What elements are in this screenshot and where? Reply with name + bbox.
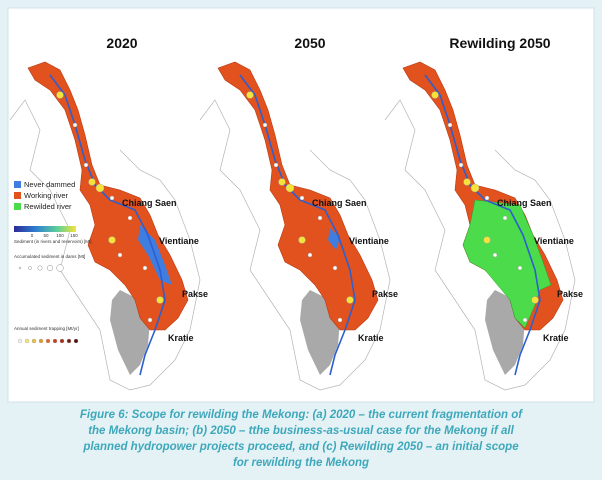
dam-marker xyxy=(246,91,254,99)
map-panel: Chiang Saen Vientiane Pakse Kratie xyxy=(384,61,583,391)
working-river-region xyxy=(27,61,189,331)
panel-title: 2020 xyxy=(106,35,137,51)
legend-swatch xyxy=(14,203,21,210)
sediment-tick: 100 xyxy=(56,233,64,238)
map-panel: Chiang Saen Vientiane Pakse Kratie xyxy=(199,61,398,391)
city-label: Pakse xyxy=(372,289,398,299)
dam-marker xyxy=(307,252,313,258)
dam-marker xyxy=(56,91,64,99)
trapping-dot xyxy=(24,338,30,344)
city-label: Vientiane xyxy=(349,236,389,246)
city-label: Pakse xyxy=(182,289,208,299)
city-marker xyxy=(285,183,295,193)
dam-marker xyxy=(431,91,439,99)
sediment-colorbar xyxy=(14,226,76,232)
trapping-dot xyxy=(66,338,72,344)
dam-marker xyxy=(483,236,491,244)
sediment-label: Sediment (in rivers and reservoirs) [Mt] xyxy=(14,239,92,244)
city-label: Vientiane xyxy=(534,236,574,246)
dam-marker xyxy=(346,296,354,304)
dam-marker xyxy=(299,195,305,201)
legend-label: Working river xyxy=(24,191,69,200)
country-border xyxy=(384,99,576,391)
dam-marker xyxy=(156,296,164,304)
dam-marker xyxy=(317,215,323,221)
dam-marker xyxy=(517,265,523,271)
city-label: Kratie xyxy=(168,333,194,343)
accumulated-dot xyxy=(47,265,54,272)
working-river-region xyxy=(217,61,379,331)
dam-marker xyxy=(273,162,279,168)
legend-label: Rewilded river xyxy=(24,202,72,211)
country-border xyxy=(9,99,201,391)
dam-marker xyxy=(72,122,78,128)
dam-marker xyxy=(463,178,471,186)
trapping-dot xyxy=(52,338,58,344)
dam-marker xyxy=(502,215,508,221)
caption-line: for rewilding the Mekong xyxy=(233,457,369,469)
trapping-dot xyxy=(45,338,51,344)
city-label: Chiang Saen xyxy=(312,198,367,208)
dam-marker xyxy=(484,195,490,201)
legend-swatch xyxy=(14,181,21,188)
trapping-dot xyxy=(38,338,44,344)
trapping-dot xyxy=(31,338,37,344)
city-label: Kratie xyxy=(543,333,569,343)
trapping-dot xyxy=(73,338,79,344)
legend-swatch xyxy=(14,192,21,199)
rewilded-region xyxy=(462,199,552,329)
country-border xyxy=(199,99,391,391)
city-label: Pakse xyxy=(557,289,583,299)
dam-marker xyxy=(298,236,306,244)
city-label: Chiang Saen xyxy=(497,198,552,208)
dam-marker xyxy=(127,215,133,221)
dam-marker xyxy=(117,252,123,258)
trapping-dot xyxy=(17,338,23,344)
map-panel: Chiang Saen Vientiane Pakse Kratie xyxy=(9,61,208,391)
dam-marker xyxy=(447,122,453,128)
legend: Never dammed Working river Rewilded river 0… xyxy=(14,180,92,344)
caption: Figure 6: Scope for rewilding the Mekong… xyxy=(80,409,523,469)
accumulated-dot xyxy=(18,266,22,270)
dam-marker xyxy=(147,317,153,323)
dam-marker xyxy=(492,252,498,258)
panel-title: Rewilding 2050 xyxy=(449,35,550,51)
caption-line: Figure 6: Scope for rewilding the Mekong… xyxy=(80,409,523,421)
city-label: Vientiane xyxy=(159,236,199,246)
panel-title: 2050 xyxy=(294,35,325,51)
accumulated-dot xyxy=(37,265,43,271)
trapping-label: Annual sediment trapping [Mt/yr] xyxy=(14,326,79,331)
dam-marker xyxy=(83,162,89,168)
dam-marker xyxy=(88,178,96,186)
sediment-tick: 50 xyxy=(43,233,49,238)
caption-line: the Mekong basin; (b) 2050 – tthe busine… xyxy=(88,425,514,437)
sediment-tick: 0 xyxy=(31,233,34,238)
dam-marker xyxy=(332,265,338,271)
trapping-dot xyxy=(59,338,65,344)
dam-marker xyxy=(262,122,268,128)
legend-label: Never dammed xyxy=(24,180,75,189)
caption-line: planned hydropower projects proceed, and… xyxy=(82,441,519,453)
dam-marker xyxy=(522,317,528,323)
dam-marker xyxy=(458,162,464,168)
city-marker xyxy=(95,183,105,193)
dam-marker xyxy=(531,296,539,304)
accumulated-label: Accumulated sediment in dams [Mt] xyxy=(14,254,85,259)
dam-marker xyxy=(142,265,148,271)
city-marker xyxy=(470,183,480,193)
dam-marker xyxy=(108,236,116,244)
city-label: Kratie xyxy=(358,333,384,343)
sediment-tick: 150 xyxy=(70,233,78,238)
city-label: Chiang Saen xyxy=(122,198,177,208)
accumulated-dot xyxy=(56,264,64,272)
dam-marker xyxy=(337,317,343,323)
never-dammed-region xyxy=(328,228,340,250)
accumulated-dot xyxy=(28,266,32,270)
dam-marker xyxy=(278,178,286,186)
dam-marker xyxy=(109,195,115,201)
